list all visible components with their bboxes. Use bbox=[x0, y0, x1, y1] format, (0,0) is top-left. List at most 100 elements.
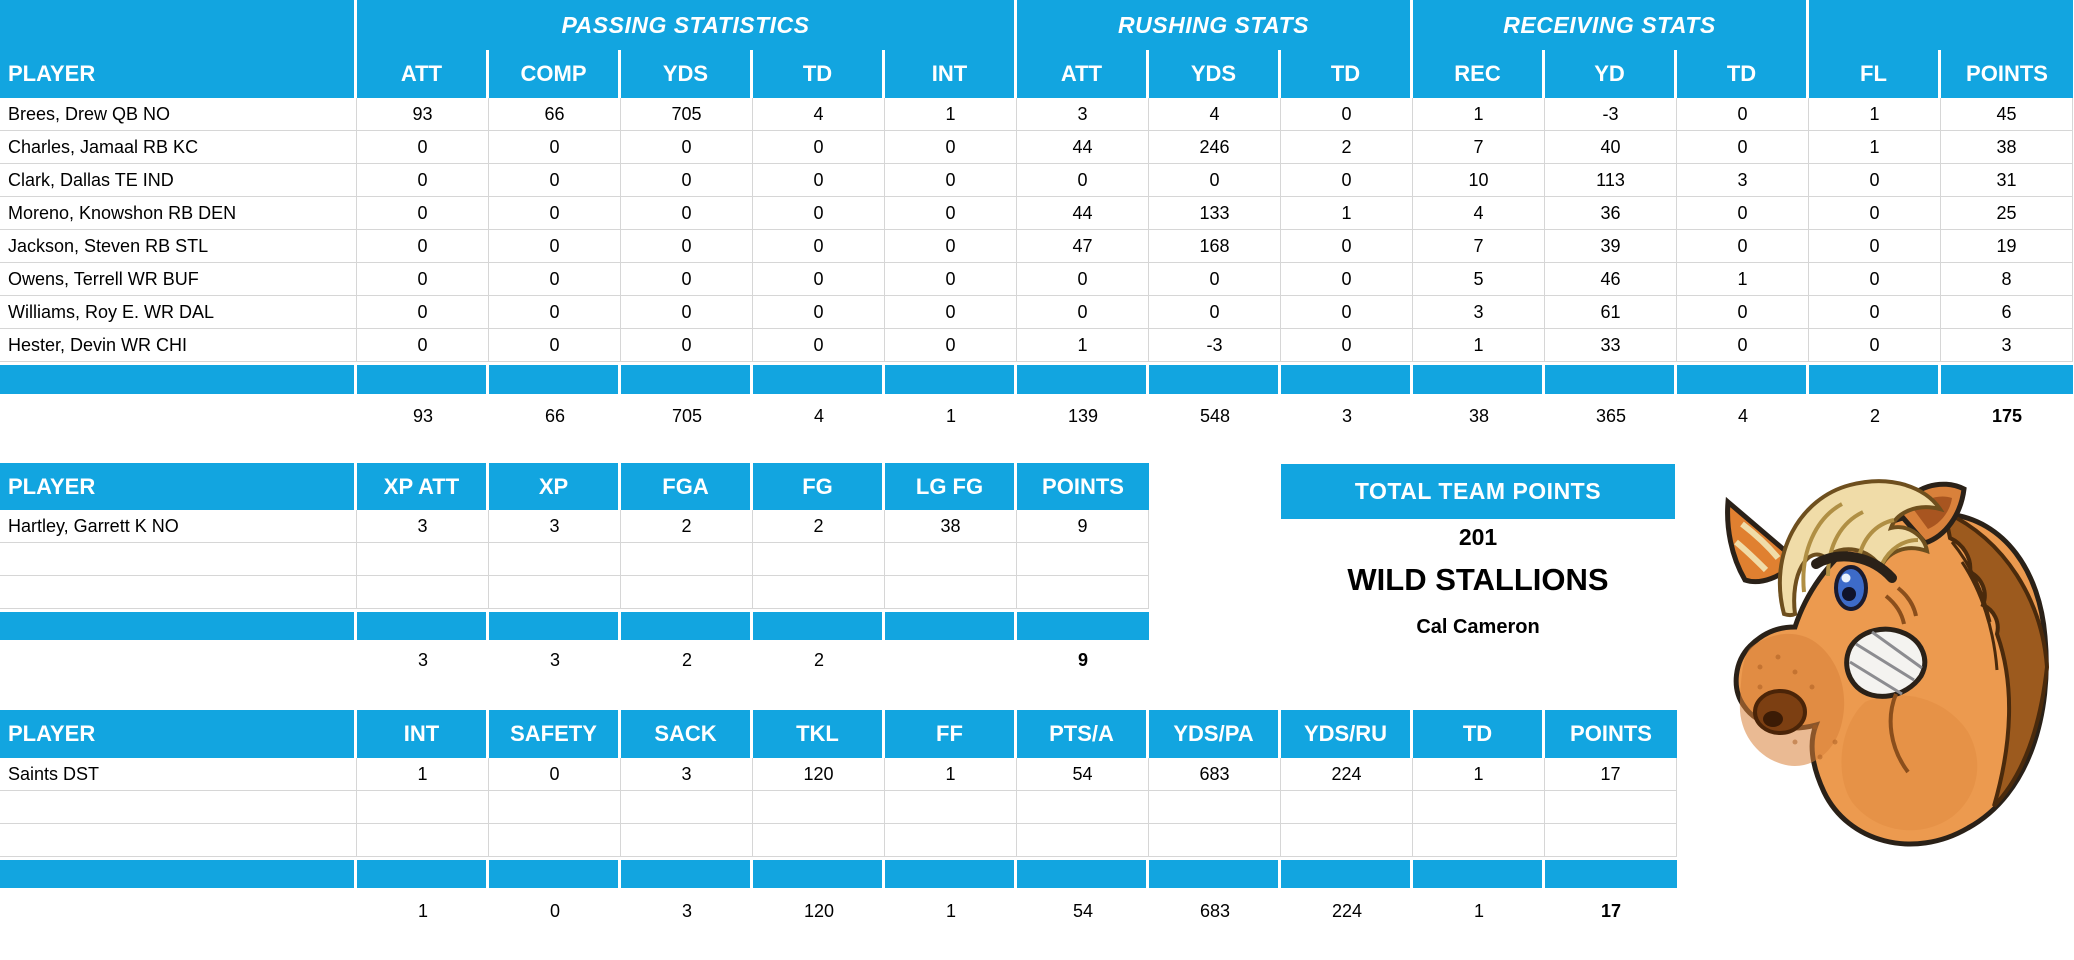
totals-value-cell: 3 bbox=[489, 644, 621, 677]
column-header-cell: TD bbox=[1281, 50, 1413, 98]
group-header-cell: PASSING STATISTICS bbox=[357, 0, 1017, 50]
stat-value-cell: 19 bbox=[1941, 230, 2073, 263]
stat-value-cell: 10 bbox=[1413, 164, 1545, 197]
empty-cell bbox=[621, 543, 753, 576]
empty-cell bbox=[753, 824, 885, 857]
empty-cell bbox=[1413, 791, 1545, 824]
stat-value-cell: 0 bbox=[1809, 296, 1941, 329]
empty-cell bbox=[885, 824, 1017, 857]
empty-cell bbox=[489, 543, 621, 576]
column-header-cell: FF bbox=[885, 710, 1017, 758]
column-header-cell: YDS/PA bbox=[1149, 710, 1281, 758]
stat-value-cell: 0 bbox=[1281, 98, 1413, 131]
stat-value-cell: 3 bbox=[357, 510, 489, 543]
player-name-cell: Clark, Dallas TE IND bbox=[0, 164, 357, 197]
separator-band-cell bbox=[1017, 857, 1149, 892]
stat-value-cell: 0 bbox=[621, 197, 753, 230]
group-header-cell: RUSHING STATS bbox=[1017, 0, 1413, 50]
column-header-cell: TD bbox=[1677, 50, 1809, 98]
stat-value-cell: 4 bbox=[1413, 197, 1545, 230]
stat-value-cell: 0 bbox=[1281, 230, 1413, 263]
stat-value-cell: 0 bbox=[489, 230, 621, 263]
stat-value-cell: 46 bbox=[1545, 263, 1677, 296]
stat-value-cell: 0 bbox=[1281, 164, 1413, 197]
stat-value-cell: 4 bbox=[1149, 98, 1281, 131]
stat-value-cell: 0 bbox=[753, 230, 885, 263]
column-header-cell: POINTS bbox=[1545, 710, 1677, 758]
column-header-cell: TD bbox=[1413, 710, 1545, 758]
separator-band-cell bbox=[489, 857, 621, 892]
column-header-cell: YDS bbox=[621, 50, 753, 98]
group-header-cell bbox=[0, 0, 357, 50]
stat-value-cell: 0 bbox=[357, 296, 489, 329]
separator-band-cell bbox=[0, 609, 357, 644]
player-name-cell: Charles, Jamaal RB KC bbox=[0, 131, 357, 164]
stat-value-cell: 0 bbox=[1149, 263, 1281, 296]
separator-band-cell bbox=[1017, 609, 1149, 644]
separator-band-cell bbox=[1149, 362, 1281, 398]
totals-value-cell: 2 bbox=[753, 644, 885, 677]
column-header-cell: INT bbox=[357, 710, 489, 758]
stat-value-cell: 3 bbox=[1413, 296, 1545, 329]
stat-value-cell: 17 bbox=[1545, 758, 1677, 791]
stat-value-cell: 133 bbox=[1149, 197, 1281, 230]
empty-cell bbox=[1017, 824, 1149, 857]
empty-cell bbox=[0, 576, 357, 609]
stat-value-cell: 0 bbox=[1809, 230, 1941, 263]
separator-band-cell bbox=[621, 609, 753, 644]
empty-cell bbox=[0, 791, 357, 824]
stat-value-cell: 1 bbox=[1281, 197, 1413, 230]
column-header-cell: YD bbox=[1545, 50, 1677, 98]
separator-band-cell bbox=[753, 609, 885, 644]
separator-band-cell bbox=[1413, 857, 1545, 892]
stat-value-cell: 0 bbox=[621, 164, 753, 197]
column-header-cell: FL bbox=[1809, 50, 1941, 98]
empty-cell bbox=[1281, 824, 1413, 857]
totals-value-cell: 1 bbox=[1413, 892, 1545, 930]
separator-band-cell bbox=[357, 857, 489, 892]
angry-horse-head-icon bbox=[1700, 472, 2056, 864]
group-header-cell bbox=[1809, 0, 2073, 50]
stat-value-cell: 0 bbox=[1017, 296, 1149, 329]
empty-cell bbox=[1545, 791, 1677, 824]
player-name-cell: Moreno, Knowshon RB DEN bbox=[0, 197, 357, 230]
empty-cell bbox=[357, 791, 489, 824]
column-header-cell: PLAYER bbox=[0, 463, 357, 510]
column-header-cell: POINTS bbox=[1017, 463, 1149, 510]
stat-value-cell: 0 bbox=[885, 263, 1017, 296]
totals-value-cell: 1 bbox=[885, 398, 1017, 434]
stat-value-cell: 0 bbox=[753, 164, 885, 197]
stat-value-cell: 0 bbox=[621, 296, 753, 329]
totals-value-cell: 38 bbox=[1413, 398, 1545, 434]
stat-value-cell: 0 bbox=[753, 329, 885, 362]
total-team-points-header: TOTAL TEAM POINTS bbox=[1281, 464, 1675, 519]
totals-value-cell: 2 bbox=[621, 644, 753, 677]
stat-value-cell: 3 bbox=[1017, 98, 1149, 131]
empty-cell bbox=[753, 791, 885, 824]
stat-value-cell: 0 bbox=[489, 164, 621, 197]
stat-value-cell: 3 bbox=[1941, 329, 2073, 362]
column-header-cell: ATT bbox=[1017, 50, 1149, 98]
stat-value-cell: 0 bbox=[1017, 263, 1149, 296]
stat-value-cell: 705 bbox=[621, 98, 753, 131]
stat-value-cell: 7 bbox=[1413, 230, 1545, 263]
empty-cell bbox=[885, 543, 1017, 576]
totals-label-cell bbox=[0, 398, 357, 434]
totals-value-cell: 705 bbox=[621, 398, 753, 434]
totals-value-cell: 365 bbox=[1545, 398, 1677, 434]
player-name-cell: Jackson, Steven RB STL bbox=[0, 230, 357, 263]
column-header-cell: ATT bbox=[357, 50, 489, 98]
totals-value-cell: 3 bbox=[357, 644, 489, 677]
player-name-cell: Hester, Devin WR CHI bbox=[0, 329, 357, 362]
column-header-cell: PLAYER bbox=[0, 50, 357, 98]
stat-value-cell: 0 bbox=[885, 329, 1017, 362]
separator-band-cell bbox=[357, 362, 489, 398]
column-header-cell: INT bbox=[885, 50, 1017, 98]
column-header-cell: REC bbox=[1413, 50, 1545, 98]
stat-value-cell: 1 bbox=[1413, 98, 1545, 131]
player-name-cell: Hartley, Garrett K NO bbox=[0, 510, 357, 543]
stat-value-cell: 9 bbox=[1017, 510, 1149, 543]
player-name-cell: Owens, Terrell WR BUF bbox=[0, 263, 357, 296]
stat-value-cell: 44 bbox=[1017, 131, 1149, 164]
stat-value-cell: 0 bbox=[621, 131, 753, 164]
